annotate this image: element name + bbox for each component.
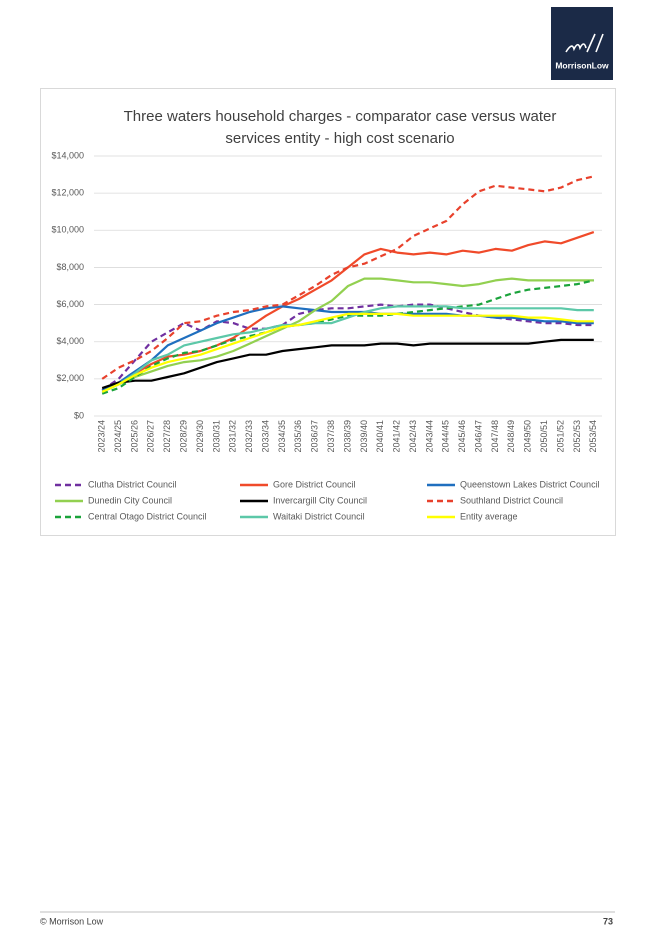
x-tick-label: 2036/37 [310,420,320,453]
series-line [101,279,595,395]
series-line [101,312,594,393]
x-tick-label: 2027/28 [162,420,172,453]
y-tick-label: $14,000 [51,150,84,160]
x-tick-label: 2023/24 [97,420,107,453]
x-tick-label: 2028/29 [179,420,189,453]
series-line [101,305,594,393]
series-line [101,277,594,393]
legend-label: Dunedin City Council [88,495,172,505]
chart-frame [40,88,616,536]
legend-label: Central Otago District Council [88,511,207,521]
x-tick-label: 2048/49 [506,420,516,453]
x-tick-label: 2026/27 [146,420,156,453]
legend-label: Gore District Council [273,479,356,489]
x-tick-label: 2033/34 [260,420,270,453]
logo-text: MorrisonLow [555,60,609,70]
x-tick-label: 2037/38 [326,420,336,453]
x-tick-label: 2041/42 [392,420,402,453]
series-line [101,303,594,391]
logo-box [551,7,613,80]
x-tick-label: 2035/36 [293,420,303,453]
x-tick-label: 2049/50 [523,420,533,453]
legend-label: Invercargill City Council [273,495,367,505]
x-tick-label: 2046/47 [473,420,483,453]
y-tick-label: $12,000 [51,188,84,198]
legend-label: Clutha District Council [88,479,177,489]
x-tick-label: 2044/45 [441,420,451,453]
x-tick-label: 2031/32 [228,420,238,453]
x-tick-label: 2029/30 [195,420,205,453]
series-line [101,305,594,392]
x-tick-label: 2038/39 [342,420,352,453]
logo-mark [565,33,604,53]
footer-copyright: © Morrison Low [40,916,104,926]
series-line [101,338,594,390]
y-tick-label: $6,000 [56,299,84,309]
legend-label: Southland District Council [460,495,563,505]
x-tick-label: 2052/53 [572,420,582,453]
x-tick-label: 2047/48 [490,420,500,453]
x-tick-label: 2045/46 [457,420,467,453]
chart-title: Three waters household charges - compara… [123,108,557,147]
x-tick-label: 2025/26 [129,420,139,453]
x-tick-label: 2043/44 [424,420,434,453]
legend-label: Entity average [460,511,518,521]
series-line [101,175,595,380]
x-tick-label: 2040/41 [375,420,385,453]
y-tick-label: $0 [74,410,84,420]
x-tick-label: 2024/25 [113,420,123,453]
y-tick-label: $4,000 [56,336,84,346]
x-tick-label: 2034/35 [277,420,287,453]
y-tick-label: $10,000 [51,225,84,235]
x-tick-label: 2053/54 [588,420,598,453]
x-tick-label: 2039/40 [359,420,369,453]
x-tick-label: 2050/51 [539,420,549,453]
legend-label: Queenstown Lakes District Council [460,479,600,489]
x-tick-label: 2032/33 [244,420,254,453]
x-tick-label: 2051/52 [555,420,565,453]
y-tick-label: $8,000 [56,262,84,272]
x-tick-label: 2042/43 [408,420,418,453]
x-tick-label: 2030/31 [211,420,221,453]
legend-label: Waitaki District Council [273,511,365,521]
page-number: 73 [603,916,613,926]
y-tick-label: $2,000 [56,373,84,383]
